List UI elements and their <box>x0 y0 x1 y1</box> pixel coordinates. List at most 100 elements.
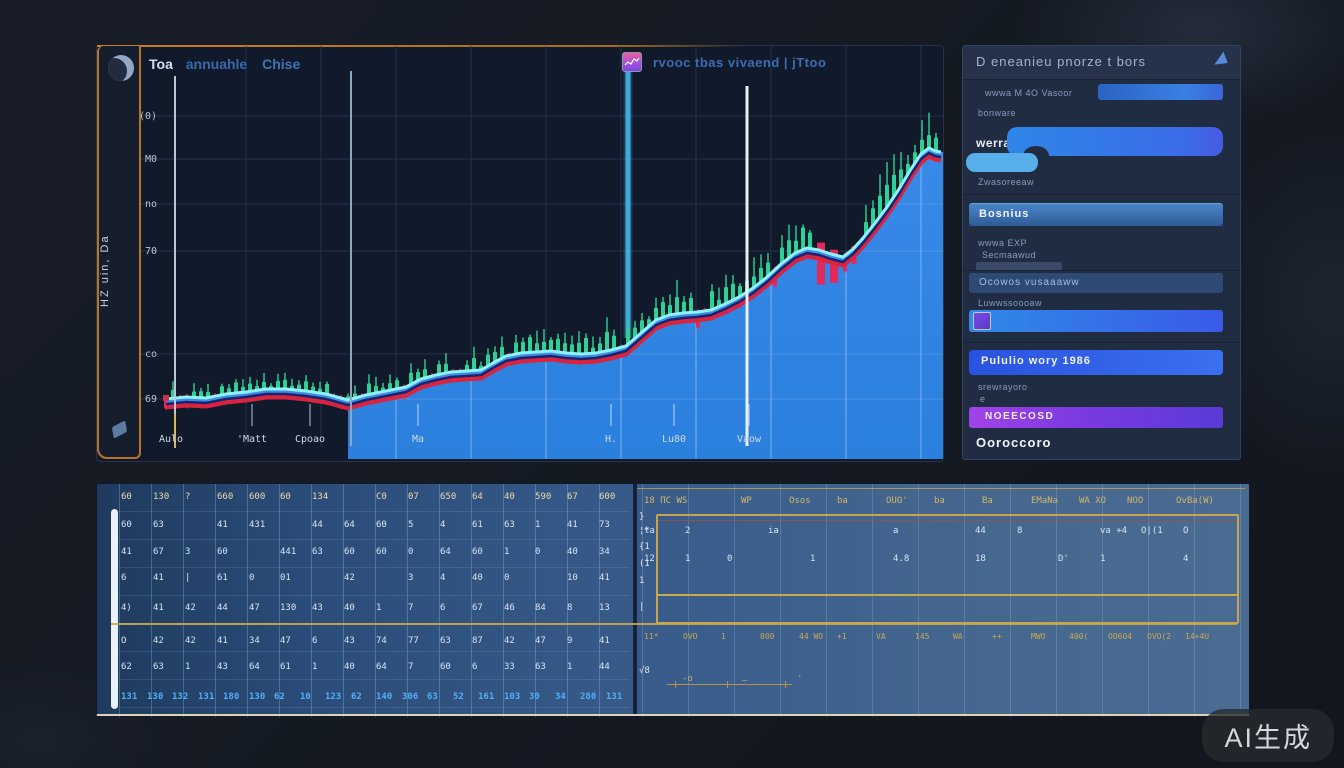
svg-text:M0: M0 <box>145 154 157 165</box>
moon-icon[interactable] <box>108 55 134 81</box>
table-cell: 0 <box>535 547 541 557</box>
button2-sub1: srewrayoro <box>978 382 1028 392</box>
svg-text:Cpoao: Cpoao <box>295 434 325 445</box>
blue-action-button[interactable]: Pululio wory 1986 <box>969 350 1223 375</box>
table-cell: 131 <box>121 692 138 702</box>
table-cell: 40 <box>344 603 355 613</box>
table-cell: 4) <box>121 603 132 613</box>
table-cell: 42 <box>153 636 164 646</box>
table-cell: 60 <box>440 662 451 672</box>
table-cell: 60 <box>344 547 355 557</box>
secondary-bar[interactable]: Ocowos vusaaaww <box>969 273 1223 293</box>
chart-legend[interactable]: rvooc tbas vivaend | jTtoo <box>622 52 826 72</box>
table-cell: O <box>1183 526 1189 536</box>
table-cell: 41 <box>599 636 610 646</box>
secondary-bar-label: Ocowos vusaaaww <box>979 277 1080 288</box>
sidebar-footer-label: Ooroccoro <box>976 435 1052 450</box>
table-cell: O|(1 <box>1141 526 1163 536</box>
table-cell: ba <box>837 496 848 506</box>
candlestick-chart[interactable]: Aulo 'Matt Cpoao Ma H. Lu80 Vaow (0) M0 no 70 co 69 <box>97 46 943 461</box>
table-cell: 60 <box>472 547 483 557</box>
table-cell: | <box>185 573 191 583</box>
table-cell: 41 <box>599 573 610 583</box>
table-cell: 63 <box>504 520 515 530</box>
table-cell: 67 <box>567 492 578 502</box>
table-cell: 64 <box>344 520 355 530</box>
table-cell: 6 <box>312 636 318 646</box>
table-cell: 62 <box>351 692 362 702</box>
data-table-left[interactable]: 60 130? 660 600 60 134 C0 07 650 64 40 590 67 600 60 63… <box>119 484 629 717</box>
ai-watermark-badge: AI生成 <box>1202 709 1334 762</box>
table-cell: 140 <box>376 692 393 702</box>
chart-title-tab[interactable]: Chise <box>262 56 301 72</box>
table-cell: OO6O4 <box>1108 632 1133 641</box>
table-cell: 130 <box>147 692 164 702</box>
table-cell: 0 <box>408 547 414 557</box>
primary-action-button[interactable]: Bosnius <box>969 203 1223 226</box>
ruler-mark: -o <box>682 674 693 684</box>
table-cell: MWO <box>1031 632 1046 641</box>
divider-mark: } <box>639 512 645 522</box>
table-cell: 74 <box>376 636 387 646</box>
table-cell: 63 <box>440 636 451 646</box>
table-cell: NOO <box>1127 496 1144 506</box>
divider <box>963 342 1240 343</box>
y-axis-title: HZ uin, Da <box>99 234 111 308</box>
table-cell: 14+4U <box>1185 632 1210 641</box>
table-cell: 73 <box>599 520 610 530</box>
divider-mark: (1 <box>639 559 650 569</box>
table-cell: 60 <box>280 492 291 502</box>
chart-title-sub[interactable]: annuahle <box>185 56 248 72</box>
purple-action-button[interactable]: NOEECOSD <box>969 407 1223 428</box>
progress-bar-1[interactable] <box>1098 84 1223 100</box>
table-cell: 47 <box>249 603 260 613</box>
table-cell: 431 <box>249 520 266 530</box>
cursor-arrow-icon[interactable] <box>1214 51 1232 71</box>
divider-mark: | <box>639 602 645 612</box>
vertical-scrollbar[interactable] <box>111 509 118 709</box>
section-tab[interactable] <box>976 262 1062 270</box>
table-cell: ta <box>644 526 655 536</box>
table-cell: 43 <box>217 662 228 672</box>
data-table-right[interactable]: 18 ПC WS WP Osos ba OUO' ba Ba EMaNa WA XO NOO OvB… <box>642 484 1242 717</box>
table-cell: 44 <box>312 520 323 530</box>
diamond-icon[interactable] <box>111 420 128 439</box>
panel-divider <box>633 484 637 714</box>
value-slider[interactable] <box>1007 127 1223 166</box>
table-cell: 13 <box>599 603 610 613</box>
table-cell: 47 <box>280 636 291 646</box>
gold-frame <box>656 514 1239 624</box>
table-cell: 44 <box>975 526 986 536</box>
table-cell: 400( <box>1069 632 1089 641</box>
table-cell: 64 <box>440 547 451 557</box>
table-cell: O <box>121 636 127 646</box>
button2-sub2: e <box>980 394 986 404</box>
highlight-bar[interactable] <box>969 310 1223 332</box>
divider <box>963 194 1240 195</box>
table-cell: 1 <box>504 547 510 557</box>
table-cell: 10 <box>300 692 311 702</box>
table-cell: 41 <box>121 547 132 557</box>
table-cell: 3 <box>185 547 191 557</box>
divider-mark: {1 <box>639 542 650 552</box>
table-cell: 42 <box>185 636 196 646</box>
table-cell: 43 <box>344 636 355 646</box>
table-cell: 8 <box>1017 526 1023 536</box>
table-cell: WP <box>741 496 752 506</box>
table-cell: 34 <box>555 692 566 702</box>
table-row: 60 130? 660 600 60 134 C0 07 650 64 40 590 67 600 <box>119 492 629 506</box>
table-cell: 660 <box>217 492 234 502</box>
table-cell: 8 <box>567 603 573 613</box>
table-cell: 63 <box>312 547 323 557</box>
table-cell: OVO(2 <box>1147 632 1172 641</box>
table-cell: 41 <box>567 520 578 530</box>
table-cell: 64 <box>376 662 387 672</box>
slider-handle-pill[interactable] <box>966 153 1038 172</box>
button1-sub1: wwwa EXP <box>978 238 1028 248</box>
legend-label: rvooc tbas vivaend | jTtoo <box>653 54 827 70</box>
price-chart-panel: Aulo 'Matt Cpoao Ma H. Lu80 Vaow (0) M0 no 70 co 69 … <box>96 45 944 462</box>
table-cell: 6 <box>121 573 127 583</box>
table-cell: 63 <box>153 520 164 530</box>
chart-title-main: Toa <box>149 56 173 72</box>
